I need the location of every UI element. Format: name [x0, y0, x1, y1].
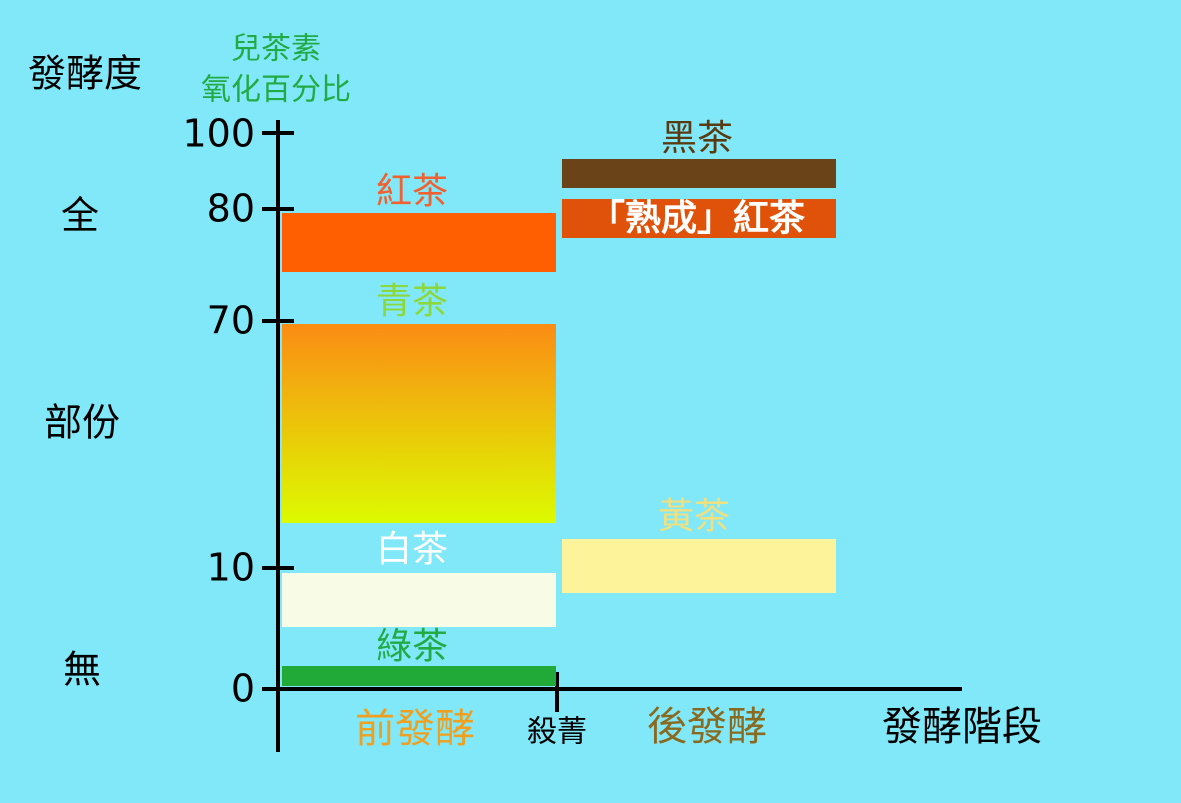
tea-block [282, 213, 556, 272]
axes [262, 120, 962, 752]
axis-subtitle: 氧化百分比 [201, 73, 351, 108]
tick-label: 80 [207, 187, 255, 231]
stage-label: 前發酵 [355, 706, 475, 752]
tea-label: 黑茶 [661, 118, 733, 159]
tea-label: 綠茶 [376, 626, 448, 667]
tea-label: 紅茶 [376, 171, 448, 212]
tea-label: 白茶 [376, 529, 448, 570]
level-label: 全 [61, 194, 99, 238]
tick-label: 100 [182, 112, 255, 156]
tea-label: 「熟成」紅茶 [589, 198, 806, 239]
tea-block [282, 573, 556, 627]
tea-block [282, 324, 556, 523]
tea-block [562, 539, 836, 593]
stage-label: 殺菁 [527, 715, 587, 750]
level-label: 無 [63, 648, 101, 692]
axis-title: 發酵度 [28, 52, 142, 96]
level-label: 部份 [44, 401, 120, 445]
axis-subtitle: 兒茶素 [231, 32, 321, 67]
tea-label: 黃茶 [658, 496, 730, 537]
stage-label: 後發酵 [647, 704, 767, 750]
tick-label: 70 [207, 299, 255, 343]
tea-block [562, 199, 836, 238]
tea-block [562, 159, 836, 188]
tea-block [282, 666, 556, 686]
tick-label: 10 [207, 546, 255, 590]
tea-label: 青茶 [376, 281, 448, 322]
x-axis-title: 發酵階段 [882, 704, 1042, 750]
tick-label: 0 [231, 667, 255, 711]
